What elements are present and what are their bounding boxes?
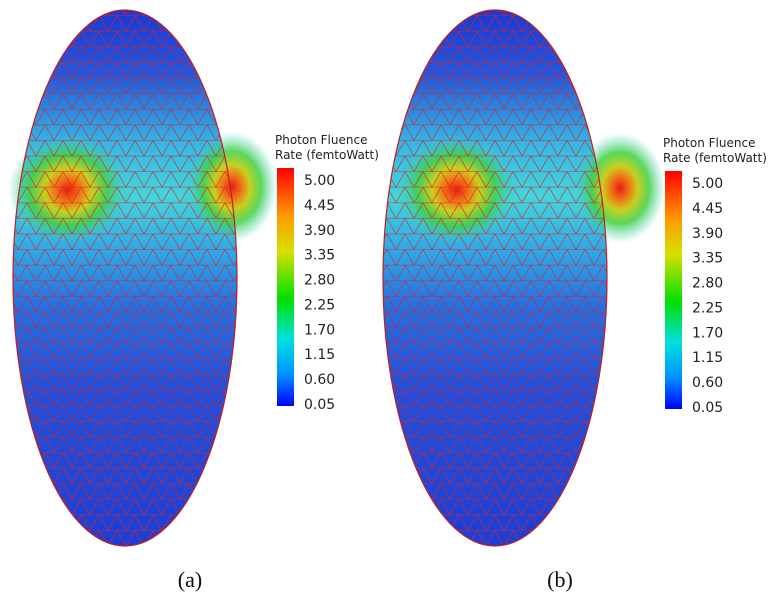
scale-label: 3.35 xyxy=(304,248,335,264)
ellipsoid-b xyxy=(382,9,665,547)
caption: (b) xyxy=(547,567,573,592)
scale-label: 1.70 xyxy=(304,322,335,338)
legend-title: Photon Fluence xyxy=(275,133,367,147)
scale-label: 2.80 xyxy=(304,273,335,289)
legend-title: Rate (femtoWatt) xyxy=(275,148,379,162)
scale-label: 0.60 xyxy=(692,375,723,391)
scale-label: 0.60 xyxy=(304,372,335,388)
legend-title: Photon Fluence xyxy=(663,136,755,150)
scale-label: 0.05 xyxy=(692,400,723,416)
scale-label: 3.90 xyxy=(692,226,723,242)
scale-label: 2.25 xyxy=(692,300,723,316)
legend-title: Rate (femtoWatt) xyxy=(663,151,767,165)
scale-label: 3.90 xyxy=(304,223,335,239)
scale-label: 1.15 xyxy=(304,347,335,363)
scale-label: 1.15 xyxy=(692,350,723,366)
scale-label: 2.25 xyxy=(304,297,335,313)
color-scale xyxy=(665,171,682,409)
caption: (a) xyxy=(178,567,202,592)
scale-label: 5.00 xyxy=(304,173,335,189)
ellipsoid-a xyxy=(8,9,277,547)
scale-label: 1.70 xyxy=(692,325,723,341)
scale-label: 0.05 xyxy=(304,397,335,413)
scale-label: 4.45 xyxy=(692,201,723,217)
scale-label: 3.35 xyxy=(692,251,723,267)
scale-label: 2.80 xyxy=(692,276,723,292)
scale-label: 4.45 xyxy=(304,198,335,214)
color-scale xyxy=(277,168,294,406)
scale-label: 5.00 xyxy=(692,176,723,192)
